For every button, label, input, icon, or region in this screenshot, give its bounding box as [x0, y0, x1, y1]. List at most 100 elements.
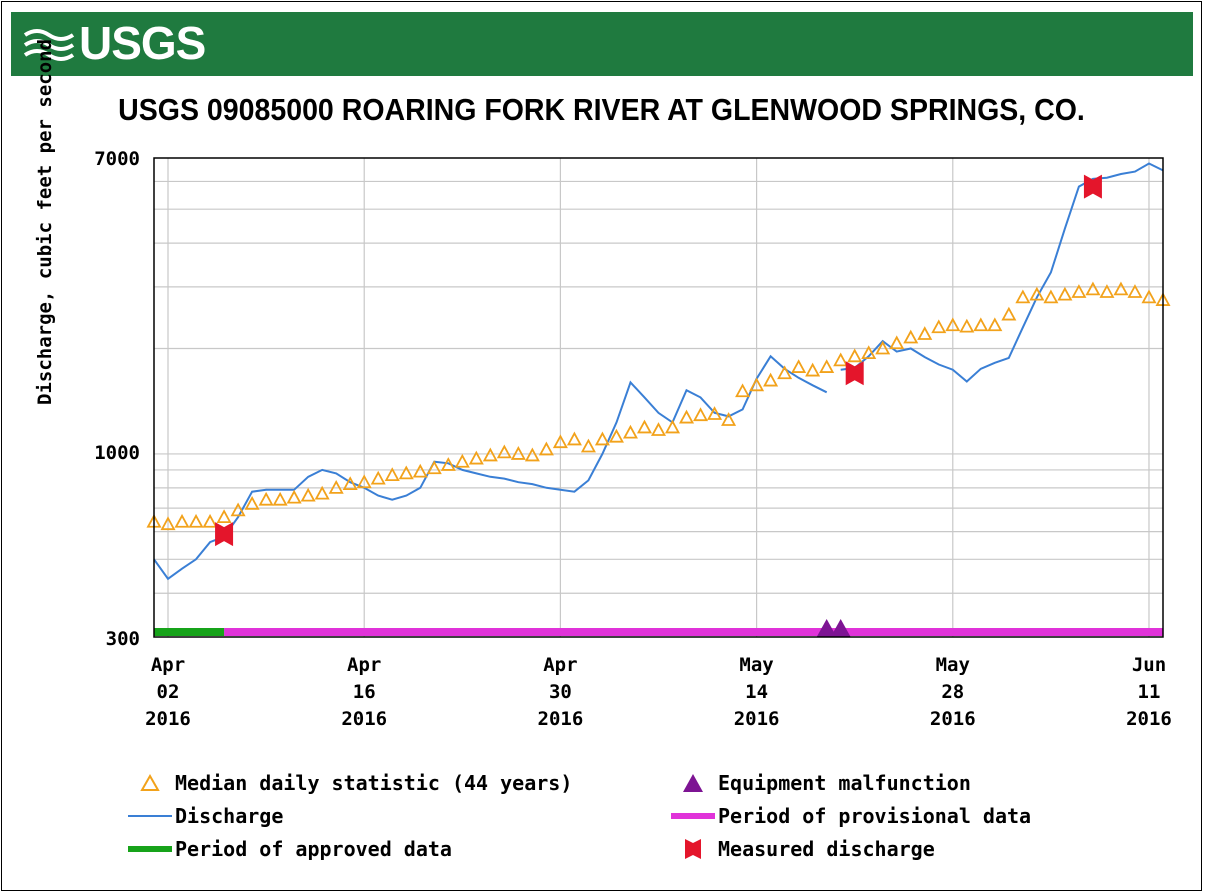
- x-tick-label-line: 28: [941, 681, 965, 703]
- y-tick-label: 7000: [94, 148, 140, 170]
- median-point: [1085, 281, 1101, 296]
- median-point: [286, 489, 302, 504]
- median-point: [356, 474, 372, 489]
- median-point: [917, 326, 933, 340]
- median-point: [721, 412, 737, 426]
- median-point: [777, 365, 793, 380]
- median-point: [398, 465, 414, 480]
- median-point: [875, 340, 891, 355]
- median-point: [412, 463, 428, 478]
- median-point: [216, 509, 232, 523]
- usgs-wave-icon: [23, 29, 75, 61]
- median-point: [510, 446, 526, 460]
- median-point: [819, 359, 835, 373]
- usgs-logo[interactable]: USGS: [23, 18, 206, 68]
- legend-median: Median daily statistic (44 years): [125, 770, 572, 796]
- x-tick-label-line: 16: [352, 681, 376, 703]
- legend-equipment-label: Equipment malfunction: [718, 771, 971, 795]
- median-point: [272, 491, 288, 506]
- equipment-malfunction-marker: [830, 619, 851, 637]
- median-point: [763, 372, 779, 387]
- x-tick-label-line: 2016: [1126, 708, 1172, 730]
- series-layer: [146, 162, 1171, 581]
- bar-icon: [671, 813, 715, 819]
- legend-provisional: Period of provisional data: [668, 803, 1031, 829]
- grid: [154, 158, 1163, 637]
- x-tick-label: Apr 30 2016: [510, 652, 610, 733]
- median-point: [552, 434, 568, 449]
- legend-median-label: Median daily statistic (44 years): [175, 771, 573, 795]
- median-point: [468, 450, 484, 465]
- x-tick-label-line: Apr: [150, 654, 186, 676]
- median-point: [174, 513, 190, 528]
- x-tick-label-line: Apr: [347, 654, 382, 676]
- median-point: [1141, 289, 1157, 304]
- median-point: [580, 438, 596, 453]
- median-point: [188, 513, 204, 528]
- median-point: [1015, 289, 1031, 304]
- median-point: [258, 491, 274, 506]
- median-point: [1127, 284, 1143, 298]
- median-point: [903, 329, 919, 344]
- median-point: [805, 362, 821, 377]
- median-point: [931, 319, 947, 334]
- x-tick-label: Apr 16 2016: [314, 652, 414, 733]
- median-point: [608, 428, 624, 443]
- usgs-banner: USGS: [11, 12, 1193, 76]
- median-point: [959, 318, 975, 333]
- legend-discharge: Discharge: [125, 803, 283, 829]
- legend-equipment: Equipment malfunction: [668, 770, 971, 796]
- median-point: [538, 441, 554, 456]
- median-point: [440, 457, 456, 471]
- median-point: [1057, 286, 1073, 301]
- legend-provisional-label: Period of provisional data: [718, 804, 1032, 828]
- legend-approved: Period of approved data: [125, 836, 452, 862]
- x-tick-label: May 28 2016: [903, 652, 1003, 733]
- x-tick-label-line: 2016: [145, 708, 191, 730]
- discharge-line: [153, 354, 828, 581]
- x-tick-label: Apr 02 2016: [118, 652, 218, 733]
- equipment-malfunction-marker: [816, 619, 837, 637]
- line-icon: [128, 815, 172, 817]
- median-point: [496, 444, 512, 459]
- median-point: [426, 460, 442, 475]
- x-tick-label-line: 2016: [537, 708, 584, 730]
- x-tick-label-line: 02: [156, 681, 180, 703]
- median-point: [594, 431, 610, 446]
- median-point: [566, 431, 582, 446]
- median-point: [524, 447, 540, 462]
- median-point: [973, 317, 989, 332]
- median-point: [384, 467, 400, 481]
- median-point: [889, 335, 905, 350]
- median-point: [650, 422, 667, 436]
- median-point: [454, 453, 470, 468]
- median-point: [1099, 284, 1115, 298]
- median-point: [1029, 286, 1045, 301]
- x-tick-label: May 14 2016: [707, 652, 807, 733]
- median-point: [342, 476, 358, 490]
- x-tick-label-line: May: [739, 654, 774, 676]
- discharge-line: [840, 162, 1164, 383]
- median-point: [300, 487, 316, 502]
- median-point: [664, 419, 681, 434]
- median-point: [1001, 306, 1017, 321]
- median-point: [202, 513, 218, 528]
- x-tick-label-line: 14: [745, 681, 769, 703]
- median-point: [1043, 289, 1059, 304]
- median-point: [244, 495, 260, 510]
- median-point: [861, 345, 877, 360]
- legend-measured: Measured discharge: [668, 836, 935, 862]
- x-tick-label-line: Jun: [1131, 654, 1167, 676]
- y-tick-label: 300: [105, 628, 140, 650]
- median-point: [693, 407, 709, 422]
- median-point: [160, 516, 176, 531]
- median-point: [833, 352, 849, 367]
- median-point: [679, 409, 695, 424]
- legend-discharge-label: Discharge: [175, 804, 284, 828]
- measured-icon: [685, 839, 701, 859]
- median-point: [314, 485, 330, 500]
- median-point: [847, 348, 863, 363]
- median-point: [370, 470, 386, 485]
